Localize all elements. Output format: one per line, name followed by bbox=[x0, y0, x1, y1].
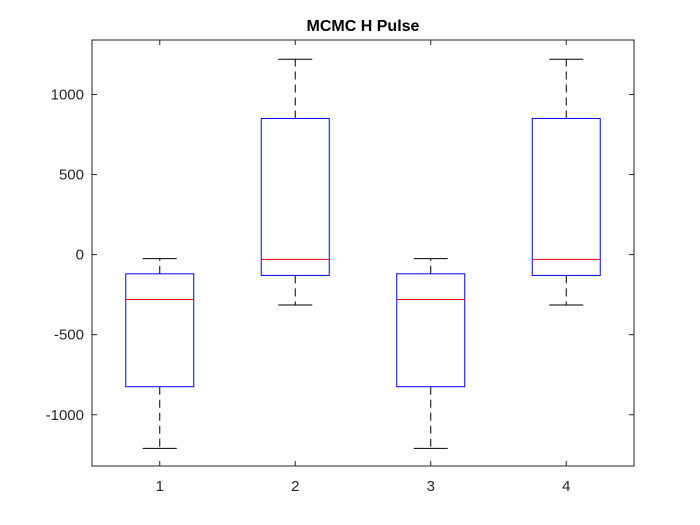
x-axis: 1 2 3 4 bbox=[156, 40, 570, 495]
iqr-box bbox=[260, 117, 330, 276]
chart-title: MCMC H Pulse bbox=[307, 18, 420, 35]
y-tick-label: 1000 bbox=[51, 86, 84, 103]
y-tick-label: 0 bbox=[76, 247, 84, 264]
iqr-box bbox=[396, 273, 466, 388]
x-tick-label: 3 bbox=[427, 478, 435, 495]
box-4 bbox=[531, 58, 601, 306]
axes-frame bbox=[91, 39, 635, 467]
x-tick-label: 4 bbox=[562, 478, 570, 495]
boxes-group bbox=[125, 58, 601, 449]
y-tick-label: 500 bbox=[59, 167, 84, 184]
box-1 bbox=[125, 258, 195, 449]
iqr-box bbox=[531, 117, 601, 276]
y-axis: -1000 -500 0 500 1000 bbox=[46, 86, 634, 424]
y-tick-label: -500 bbox=[54, 327, 84, 344]
box-3 bbox=[396, 258, 466, 449]
y-tick-label: -1000 bbox=[46, 407, 84, 424]
box-2 bbox=[260, 58, 330, 306]
iqr-box bbox=[125, 273, 195, 388]
x-tick-label: 1 bbox=[156, 478, 164, 495]
x-tick-label: 2 bbox=[291, 478, 299, 495]
